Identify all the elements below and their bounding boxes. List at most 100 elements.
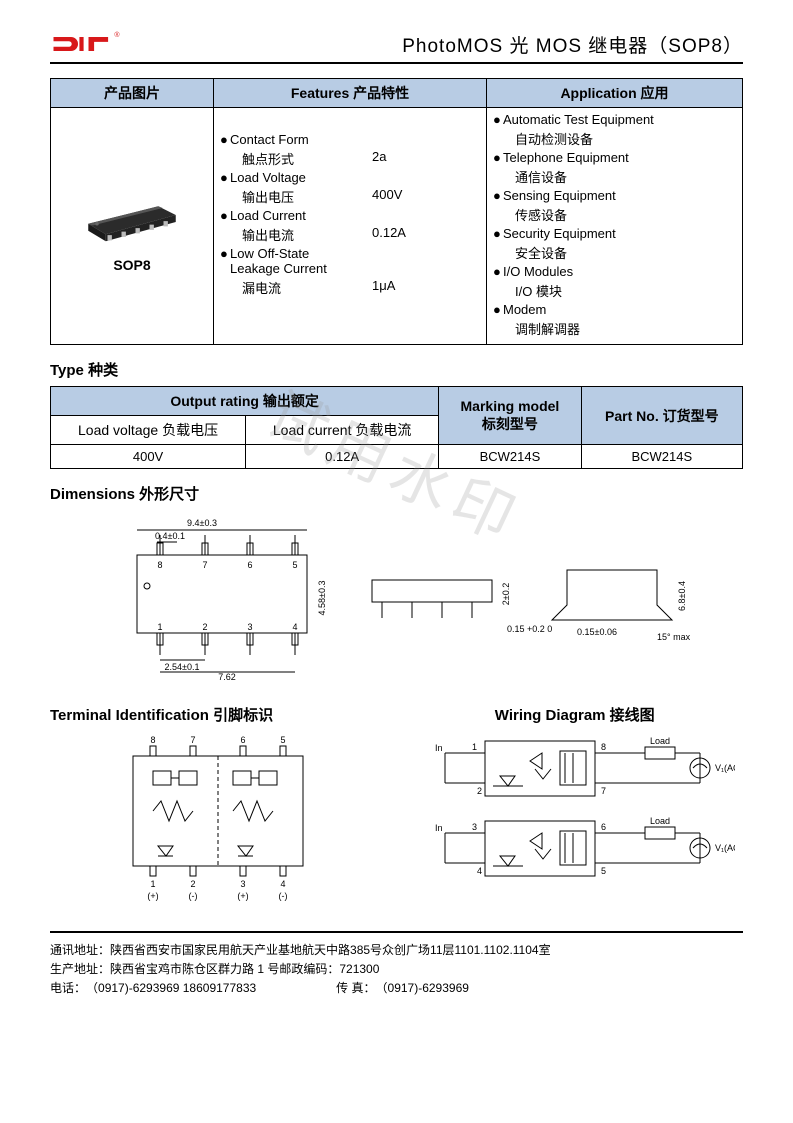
svg-text:2: 2: [202, 622, 207, 632]
th-load-current: Load current 负载电流: [246, 416, 439, 445]
feature-row: ●Load Voltage: [220, 170, 480, 185]
logo-icon: ®: [50, 30, 120, 58]
footer-address: 通讯地址： 陕西省西安市国家民用航天产业基地航天中路385号众创广场11层110…: [50, 941, 743, 960]
svg-text:®: ®: [114, 31, 120, 39]
svg-text:7.62: 7.62: [218, 672, 236, 680]
svg-text:9.4±0.3: 9.4±0.3: [187, 518, 217, 528]
svg-text:In: In: [435, 743, 443, 753]
th-output-rating: Output rating 输出额定: [51, 387, 439, 416]
app-row: ●Security Equipment: [493, 226, 736, 241]
fax-value: （0917)-6293969: [376, 979, 469, 998]
app-row-cn: I/O 模块: [493, 281, 736, 300]
app-row-cn: 通信设备: [493, 167, 736, 186]
svg-text:2: 2: [191, 879, 196, 889]
svg-text:5: 5: [281, 735, 286, 745]
feature-row-cn: 触点形式2a: [220, 149, 480, 168]
svg-text:6: 6: [601, 822, 606, 832]
svg-text:3: 3: [241, 879, 246, 889]
chip-icon: [77, 180, 187, 250]
wiring-diagram: In1287LoadV₁(AC or DC) In3465LoadV₁(AC o…: [407, 731, 744, 901]
prod-label: 生产地址：: [50, 960, 110, 979]
fax-label: 传 真：: [336, 979, 375, 998]
svg-text:(+): (+): [238, 891, 249, 901]
dimensions-diagram: 8765 1234 9.4±0.3 0.4±0.1 2.54±0.1 7.62 …: [50, 510, 743, 680]
svg-text:6: 6: [247, 560, 252, 570]
svg-text:7: 7: [202, 560, 207, 570]
addr-value: 陕西省西安市国家民用航天产业基地航天中路385号众创广场11层1101.1102…: [110, 941, 551, 960]
svg-text:0.15 +0.2 0: 0.15 +0.2 0: [507, 624, 552, 634]
svg-text:7: 7: [601, 786, 606, 796]
svg-text:1: 1: [472, 742, 477, 752]
svg-text:3: 3: [247, 622, 252, 632]
terminal-title: Terminal Identification 引脚标识: [50, 704, 387, 725]
svg-text:15° max: 15° max: [657, 632, 691, 642]
type-row: 400V 0.12A BCW214S BCW214S: [51, 445, 743, 469]
svg-text:4: 4: [292, 622, 297, 632]
svg-text:1: 1: [151, 879, 156, 889]
app-row: ●I/O Modules: [493, 264, 736, 279]
svg-text:Load: Load: [650, 736, 670, 746]
dimensions-title: Dimensions 外形尺寸: [50, 483, 743, 504]
svg-text:4: 4: [281, 879, 286, 889]
svg-text:3: 3: [472, 822, 477, 832]
svg-text:0.4±0.1: 0.4±0.1: [155, 531, 185, 541]
cell-marking: BCW214S: [439, 445, 581, 469]
svg-text:6.8±0.4: 6.8±0.4: [677, 581, 687, 611]
type-table: Output rating 输出额定 Marking model 标刻型号 Pa…: [50, 386, 743, 469]
svg-text:(+): (+): [148, 891, 159, 901]
svg-text:V₁(AC or DC): V₁(AC or DC): [715, 763, 735, 773]
col-product-image: 产品图片: [51, 79, 214, 108]
app-row: ●Telephone Equipment: [493, 150, 736, 165]
svg-text:2.54±0.1: 2.54±0.1: [164, 662, 199, 672]
wiring-title: Wiring Diagram 接线图: [407, 704, 744, 725]
svg-text:8: 8: [157, 560, 162, 570]
svg-text:7: 7: [191, 735, 196, 745]
svg-text:8: 8: [151, 735, 156, 745]
col-features: Features 产品特性: [214, 79, 487, 108]
app-row: ●Sensing Equipment: [493, 188, 736, 203]
applications-cell: ●Automatic Test Equipment 自动检测设备 ●Telephon…: [487, 108, 743, 345]
page-header: ® PhotoMOS 光 MOS 继电器（SOP8）: [50, 30, 743, 64]
feature-row: ●Contact Form: [220, 132, 480, 147]
svg-text:2±0.2: 2±0.2: [501, 583, 511, 605]
feature-row: ● Load Current: [220, 208, 480, 223]
tel-value: （0917)-6293969 18609177833: [86, 979, 256, 998]
app-row: ●Modem: [493, 302, 736, 317]
svg-text:5: 5: [292, 560, 297, 570]
app-row-cn: 传感设备: [493, 205, 736, 224]
svg-text:4.58±0.3: 4.58±0.3: [317, 581, 327, 616]
th-partno: Part No. 订货型号: [581, 387, 742, 445]
svg-text:(-): (-): [189, 891, 198, 901]
svg-text:In: In: [435, 823, 443, 833]
product-label: SOP8: [57, 257, 207, 273]
svg-text:8: 8: [601, 742, 606, 752]
app-row-cn: 安全设备: [493, 243, 736, 262]
app-row: ●Automatic Test Equipment: [493, 112, 736, 127]
app-row-cn: 调制解调器: [493, 319, 736, 338]
footer-prod-address: 生产地址： 陕西省宝鸡市陈仓区群力路 1 号邮政编码：721300: [50, 960, 743, 979]
cell-partno: BCW214S: [581, 445, 742, 469]
th-marking: Marking model 标刻型号: [439, 387, 581, 445]
svg-text:6: 6: [241, 735, 246, 745]
tel-label: 电话：: [50, 979, 86, 998]
features-cell: ●Contact Form 触点形式2a ●Load Voltage 输出电压400V…: [214, 108, 487, 345]
svg-text:V₁(AC or DC): V₁(AC or DC): [715, 843, 735, 853]
svg-text:5: 5: [601, 866, 606, 876]
type-title: Type 种类: [50, 359, 743, 380]
features-table: 产品图片 Features 产品特性 Application 应用: [50, 78, 743, 345]
terminal-diagram: 87651234(+)(-)(+)(-): [50, 731, 387, 901]
cell-voltage: 400V: [51, 445, 246, 469]
svg-text:0.15±0.06: 0.15±0.06: [577, 627, 617, 637]
app-row-cn: 自动检测设备: [493, 129, 736, 148]
footer: 通讯地址： 陕西省西安市国家民用航天产业基地航天中路385号众创广场11层110…: [50, 931, 743, 999]
svg-text:2: 2: [477, 786, 482, 796]
addr-label: 通讯地址：: [50, 941, 110, 960]
th-load-voltage: Load voltage 负载电压: [51, 416, 246, 445]
footer-contact: 电话： （0917)-6293969 18609177833 传 真： （091…: [50, 979, 743, 998]
feature-row-cn: 输出电流0.12A: [220, 225, 480, 244]
product-image-cell: SOP8: [51, 108, 214, 345]
feature-row: ●Low Off-State Leakage Current: [220, 246, 480, 276]
prod-value: 陕西省宝鸡市陈仓区群力路 1 号邮政编码：721300: [110, 960, 379, 979]
feature-row-cn: 输出电压400V: [220, 187, 480, 206]
svg-text:4: 4: [477, 866, 482, 876]
